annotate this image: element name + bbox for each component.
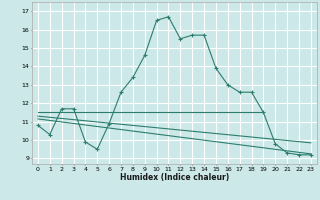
X-axis label: Humidex (Indice chaleur): Humidex (Indice chaleur) bbox=[120, 173, 229, 182]
